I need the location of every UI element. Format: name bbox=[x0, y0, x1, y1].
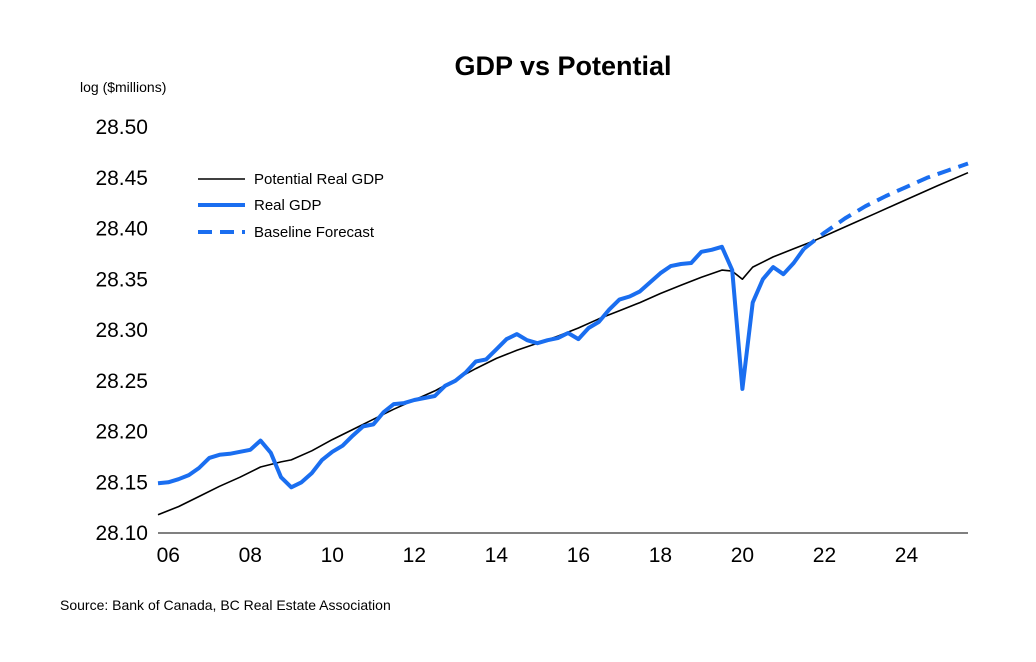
legend-label-real-gdp: Real GDP bbox=[254, 197, 322, 214]
plot-area bbox=[157, 161, 969, 516]
y-tick-label: 28.40 bbox=[95, 218, 148, 241]
x-tick-label: 08 bbox=[239, 544, 262, 567]
legend-label-potential: Potential Real GDP bbox=[254, 171, 384, 188]
series-line-baseline-forecast bbox=[802, 161, 969, 251]
chart-title: GDP vs Potential bbox=[454, 51, 671, 81]
y-tick-label: 28.25 bbox=[95, 370, 148, 393]
legend-label-forecast: Baseline Forecast bbox=[254, 224, 375, 241]
x-tick-label: 18 bbox=[649, 544, 672, 567]
y-tick-label: 28.15 bbox=[95, 471, 148, 494]
y-tick-label: 28.10 bbox=[95, 522, 148, 545]
x-axis: 06 08 10 12 14 16 18 20 22 24 bbox=[157, 544, 919, 567]
y-tick-label: 28.20 bbox=[95, 421, 148, 444]
legend: Potential Real GDP Real GDP Baseline For… bbox=[198, 171, 384, 241]
x-tick-label: 16 bbox=[567, 544, 590, 567]
y-axis-label: log ($millions) bbox=[80, 79, 166, 95]
x-tick-label: 22 bbox=[813, 544, 836, 567]
source-note: Source: Bank of Canada, BC Real Estate A… bbox=[60, 597, 391, 613]
y-tick-label: 28.35 bbox=[95, 268, 148, 291]
x-tick-label: 10 bbox=[321, 544, 344, 567]
x-tick-label: 06 bbox=[157, 544, 180, 567]
x-tick-label: 12 bbox=[403, 544, 426, 567]
y-tick-label: 28.30 bbox=[95, 319, 148, 342]
y-tick-label: 28.45 bbox=[95, 167, 148, 190]
x-tick-label: 20 bbox=[731, 544, 754, 567]
x-tick-label: 24 bbox=[895, 544, 919, 567]
x-tick-label: 14 bbox=[485, 544, 509, 567]
y-tick-label: 28.50 bbox=[95, 116, 148, 139]
y-axis: 28.50 28.45 28.40 28.35 28.30 28.25 28.20 28.15… bbox=[95, 116, 148, 545]
series-line-real-gdp bbox=[157, 244, 806, 490]
